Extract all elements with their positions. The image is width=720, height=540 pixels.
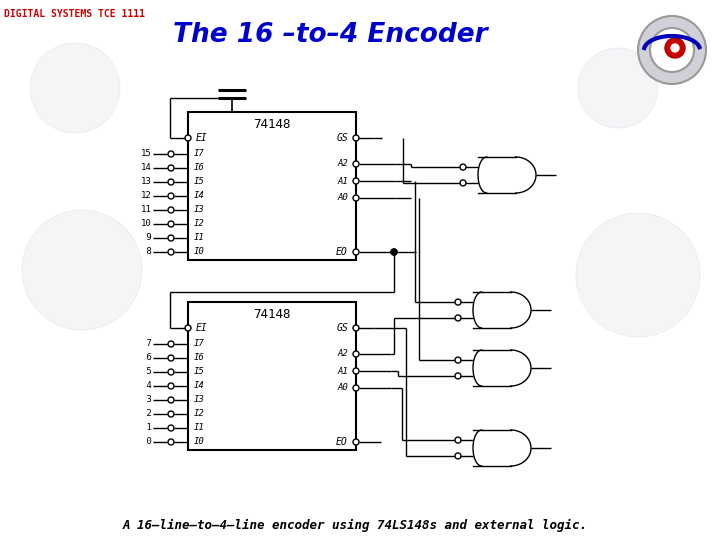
Circle shape bbox=[168, 439, 174, 445]
Circle shape bbox=[455, 453, 461, 459]
Text: I2: I2 bbox=[194, 219, 204, 228]
Text: 12: 12 bbox=[141, 192, 152, 200]
Text: 8: 8 bbox=[141, 247, 152, 256]
Text: 15: 15 bbox=[141, 150, 152, 159]
Circle shape bbox=[30, 43, 120, 133]
Text: 7: 7 bbox=[141, 340, 152, 348]
Circle shape bbox=[353, 178, 359, 184]
Circle shape bbox=[168, 411, 174, 417]
Text: 74148: 74148 bbox=[253, 307, 291, 321]
Circle shape bbox=[353, 325, 359, 331]
Text: EI: EI bbox=[196, 323, 208, 333]
Text: GS: GS bbox=[336, 133, 348, 143]
Circle shape bbox=[671, 44, 679, 52]
Circle shape bbox=[168, 383, 174, 389]
Text: 5: 5 bbox=[141, 368, 152, 376]
Circle shape bbox=[168, 235, 174, 241]
Text: I2: I2 bbox=[194, 409, 204, 418]
Text: A0: A0 bbox=[337, 193, 348, 202]
Text: I6: I6 bbox=[194, 354, 204, 362]
Circle shape bbox=[578, 48, 658, 128]
Circle shape bbox=[185, 135, 191, 141]
Text: GS: GS bbox=[336, 323, 348, 333]
Text: 1: 1 bbox=[141, 423, 152, 433]
Circle shape bbox=[168, 249, 174, 255]
Text: EO: EO bbox=[336, 437, 348, 447]
Circle shape bbox=[168, 369, 174, 375]
Circle shape bbox=[168, 151, 174, 157]
Text: 6: 6 bbox=[141, 354, 152, 362]
Text: 10: 10 bbox=[141, 219, 152, 228]
Text: I0: I0 bbox=[194, 247, 204, 256]
Circle shape bbox=[353, 135, 359, 141]
Text: I4: I4 bbox=[194, 381, 204, 390]
Text: A1: A1 bbox=[337, 177, 348, 186]
Text: I7: I7 bbox=[194, 340, 204, 348]
Text: I1: I1 bbox=[194, 423, 204, 433]
Text: I6: I6 bbox=[194, 164, 204, 172]
Circle shape bbox=[168, 179, 174, 185]
Text: I3: I3 bbox=[194, 395, 204, 404]
Text: EI: EI bbox=[196, 133, 208, 143]
Circle shape bbox=[455, 437, 461, 443]
Text: I0: I0 bbox=[194, 437, 204, 447]
Text: A2: A2 bbox=[337, 349, 348, 359]
Circle shape bbox=[665, 38, 685, 58]
Text: EO: EO bbox=[336, 247, 348, 257]
Circle shape bbox=[353, 195, 359, 201]
Text: I3: I3 bbox=[194, 206, 204, 214]
Text: I5: I5 bbox=[194, 368, 204, 376]
Circle shape bbox=[168, 193, 174, 199]
Circle shape bbox=[460, 180, 466, 186]
Circle shape bbox=[353, 161, 359, 167]
Circle shape bbox=[576, 213, 700, 337]
Text: A0: A0 bbox=[337, 383, 348, 393]
Text: 3: 3 bbox=[141, 395, 152, 404]
Bar bbox=[188, 112, 356, 260]
Text: I7: I7 bbox=[194, 150, 204, 159]
Text: The 16 –to–4 Encoder: The 16 –to–4 Encoder bbox=[173, 22, 487, 48]
Circle shape bbox=[168, 425, 174, 431]
Circle shape bbox=[353, 439, 359, 445]
Circle shape bbox=[455, 373, 461, 379]
Circle shape bbox=[390, 248, 397, 255]
Text: I1: I1 bbox=[194, 233, 204, 242]
Text: I5: I5 bbox=[194, 178, 204, 186]
Circle shape bbox=[638, 16, 706, 84]
Bar bbox=[188, 302, 356, 450]
Circle shape bbox=[353, 249, 359, 255]
Circle shape bbox=[455, 315, 461, 321]
Circle shape bbox=[168, 165, 174, 171]
Text: 2: 2 bbox=[141, 409, 152, 418]
Circle shape bbox=[455, 357, 461, 363]
Circle shape bbox=[168, 397, 174, 403]
Text: DIGITAL SYSTEMS TCE 1111: DIGITAL SYSTEMS TCE 1111 bbox=[4, 9, 145, 19]
Text: 0: 0 bbox=[141, 437, 152, 447]
Circle shape bbox=[22, 210, 142, 330]
Circle shape bbox=[460, 164, 466, 170]
Circle shape bbox=[353, 385, 359, 391]
Text: A 16–line–to–4–line encoder using 74LS148s and external logic.: A 16–line–to–4–line encoder using 74LS14… bbox=[122, 518, 588, 531]
Text: 4: 4 bbox=[141, 381, 152, 390]
Circle shape bbox=[168, 221, 174, 227]
Circle shape bbox=[168, 341, 174, 347]
Circle shape bbox=[353, 351, 359, 357]
Text: 74148: 74148 bbox=[253, 118, 291, 131]
Text: 13: 13 bbox=[141, 178, 152, 186]
Circle shape bbox=[168, 207, 174, 213]
Text: 9: 9 bbox=[141, 233, 152, 242]
Text: I4: I4 bbox=[194, 192, 204, 200]
Circle shape bbox=[353, 368, 359, 374]
Circle shape bbox=[455, 299, 461, 305]
Text: A1: A1 bbox=[337, 367, 348, 375]
Text: 14: 14 bbox=[141, 164, 152, 172]
Circle shape bbox=[650, 28, 694, 72]
Text: A2: A2 bbox=[337, 159, 348, 168]
Circle shape bbox=[185, 325, 191, 331]
Circle shape bbox=[168, 355, 174, 361]
Text: 11: 11 bbox=[141, 206, 152, 214]
